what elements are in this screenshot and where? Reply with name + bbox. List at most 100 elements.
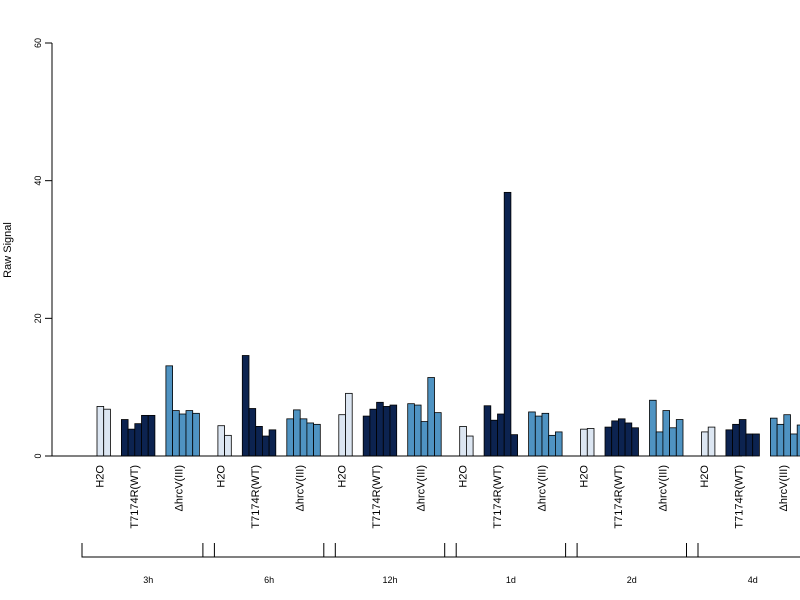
bar-2d-2-4 bbox=[675, 419, 684, 457]
bar-2d-1-3 bbox=[624, 422, 633, 457]
bars bbox=[96, 191, 800, 457]
bar-12h-2-1 bbox=[413, 404, 422, 457]
bar-2d-2-1 bbox=[655, 431, 664, 457]
group-bracket-2d bbox=[565, 543, 699, 558]
bar-12h-1-3 bbox=[382, 406, 391, 457]
bar-1d-1-4 bbox=[510, 434, 518, 457]
bar-1d-0-0 bbox=[459, 425, 467, 457]
bar-1d-2-1 bbox=[534, 415, 543, 457]
bar-4d-1-1 bbox=[732, 423, 740, 457]
bar-4d-2-3 bbox=[790, 433, 798, 457]
bar-2d-0-0 bbox=[580, 428, 588, 457]
condition-label: T7174R(WT) bbox=[250, 465, 262, 529]
bar-3h-2-4 bbox=[192, 412, 200, 457]
condition-label: T7174R(WT) bbox=[613, 465, 625, 529]
y-tick-label: 20 bbox=[33, 313, 43, 323]
condition-label: H2O bbox=[95, 465, 107, 488]
condition-label: H2O bbox=[337, 465, 349, 488]
bar-3h-1-2 bbox=[134, 423, 142, 457]
bar-2d-1-0 bbox=[604, 426, 613, 457]
bar-3h-1-0 bbox=[121, 419, 129, 457]
group-bracket-12h bbox=[323, 543, 457, 558]
bar-6h-2-0 bbox=[286, 418, 294, 457]
bar-6h-2-1 bbox=[293, 409, 301, 457]
condition-label: ΔhrcV(III) bbox=[778, 465, 790, 511]
bar-1d-2-4 bbox=[555, 431, 563, 457]
bar-4d-1-4 bbox=[752, 433, 760, 457]
group-bracket-3h bbox=[81, 543, 215, 558]
condition-label: ΔhrcV(III) bbox=[174, 465, 186, 511]
bar-12h-1-0 bbox=[362, 415, 371, 457]
bar-3h-0-0 bbox=[96, 406, 105, 457]
bar-6h-1-1 bbox=[248, 408, 257, 457]
bar-6h-0-1 bbox=[224, 434, 232, 457]
bar-6h-1-3 bbox=[261, 435, 270, 457]
bar-12h-2-0 bbox=[407, 403, 415, 457]
bar-4d-2-1 bbox=[776, 423, 785, 457]
bar-1d-1-2 bbox=[497, 413, 505, 457]
condition-labels: H2O T7174R(WT) ΔhrcV(III) H2O T7174R(WT) Δhrc… bbox=[95, 465, 790, 529]
bar-2d-1-2 bbox=[618, 418, 626, 457]
condition-label: H2O bbox=[457, 465, 469, 488]
bar-2d-1-1 bbox=[611, 420, 619, 457]
bar-2d-2-3 bbox=[669, 427, 677, 457]
bar-3h-2-2 bbox=[178, 413, 187, 457]
bar-3h-2-3 bbox=[185, 410, 194, 457]
condition-label: T7174R(WT) bbox=[371, 465, 383, 529]
y-axis-title: Raw Signal bbox=[2, 222, 14, 278]
group-bracket-1d bbox=[444, 543, 578, 558]
bar-4d-1-0 bbox=[725, 429, 734, 457]
bar-3h-1-3 bbox=[141, 414, 149, 457]
y-tick-label: 0 bbox=[33, 453, 43, 458]
group-brackets: 3h6h12h1d2d4d6d bbox=[81, 543, 800, 585]
bar-2d-2-0 bbox=[649, 399, 657, 457]
bar-4d-0-0 bbox=[701, 431, 709, 457]
group-label: 2d bbox=[627, 575, 637, 585]
bar-3h-2-0 bbox=[165, 365, 173, 457]
bar-4d-1-2 bbox=[738, 419, 747, 457]
bar-12h-0-0 bbox=[338, 414, 346, 457]
bar-12h-1-1 bbox=[369, 408, 377, 457]
group-label: 3h bbox=[143, 575, 153, 585]
bar-4d-2-4 bbox=[796, 424, 800, 457]
condition-label: ΔhrcV(III) bbox=[536, 465, 548, 511]
bar-4d-0-1 bbox=[707, 426, 716, 457]
bar-12h-0-1 bbox=[345, 392, 353, 457]
bar-12h-2-2 bbox=[420, 421, 429, 457]
group-label: 12h bbox=[382, 575, 397, 585]
bar-4d-2-2 bbox=[783, 414, 791, 457]
bar-3h-1-1 bbox=[127, 428, 136, 457]
bar-1d-2-0 bbox=[528, 411, 536, 457]
bar-6h-1-4 bbox=[268, 429, 277, 457]
bar-12h-2-4 bbox=[434, 412, 442, 457]
bar-6h-0-0 bbox=[217, 425, 225, 457]
bar-2d-2-2 bbox=[662, 410, 671, 457]
bar-4d-2-0 bbox=[770, 417, 778, 457]
bar-6h-1-2 bbox=[255, 425, 263, 457]
y-axis: 0 20 40 60 bbox=[33, 38, 53, 459]
bar-4d-1-3 bbox=[745, 433, 754, 457]
condition-label: H2O bbox=[578, 465, 590, 488]
bar-12h-1-4 bbox=[389, 404, 398, 457]
bar-1d-2-2 bbox=[541, 412, 550, 457]
bar-2d-0-1 bbox=[586, 428, 595, 457]
bar-3h-2-1 bbox=[172, 410, 180, 457]
group-label: 4d bbox=[748, 575, 758, 585]
bar-1d-0-1 bbox=[465, 435, 474, 457]
bar-6h-2-2 bbox=[299, 418, 308, 457]
condition-label: T7174R(WT) bbox=[492, 465, 504, 529]
bar-6h-2-3 bbox=[306, 422, 314, 457]
bar-3h-1-4 bbox=[147, 414, 156, 457]
bar-1d-1-3 bbox=[503, 191, 512, 457]
condition-label: H2O bbox=[699, 465, 711, 488]
bar-6h-2-4 bbox=[313, 423, 321, 457]
bar-12h-2-3 bbox=[427, 377, 435, 457]
group-label: 6h bbox=[264, 575, 274, 585]
condition-label: H2O bbox=[216, 465, 228, 488]
y-tick-label: 40 bbox=[33, 176, 43, 186]
bar-1d-1-0 bbox=[483, 405, 492, 457]
bar-12h-1-2 bbox=[376, 401, 384, 457]
condition-label: T7174R(WT) bbox=[734, 465, 746, 529]
